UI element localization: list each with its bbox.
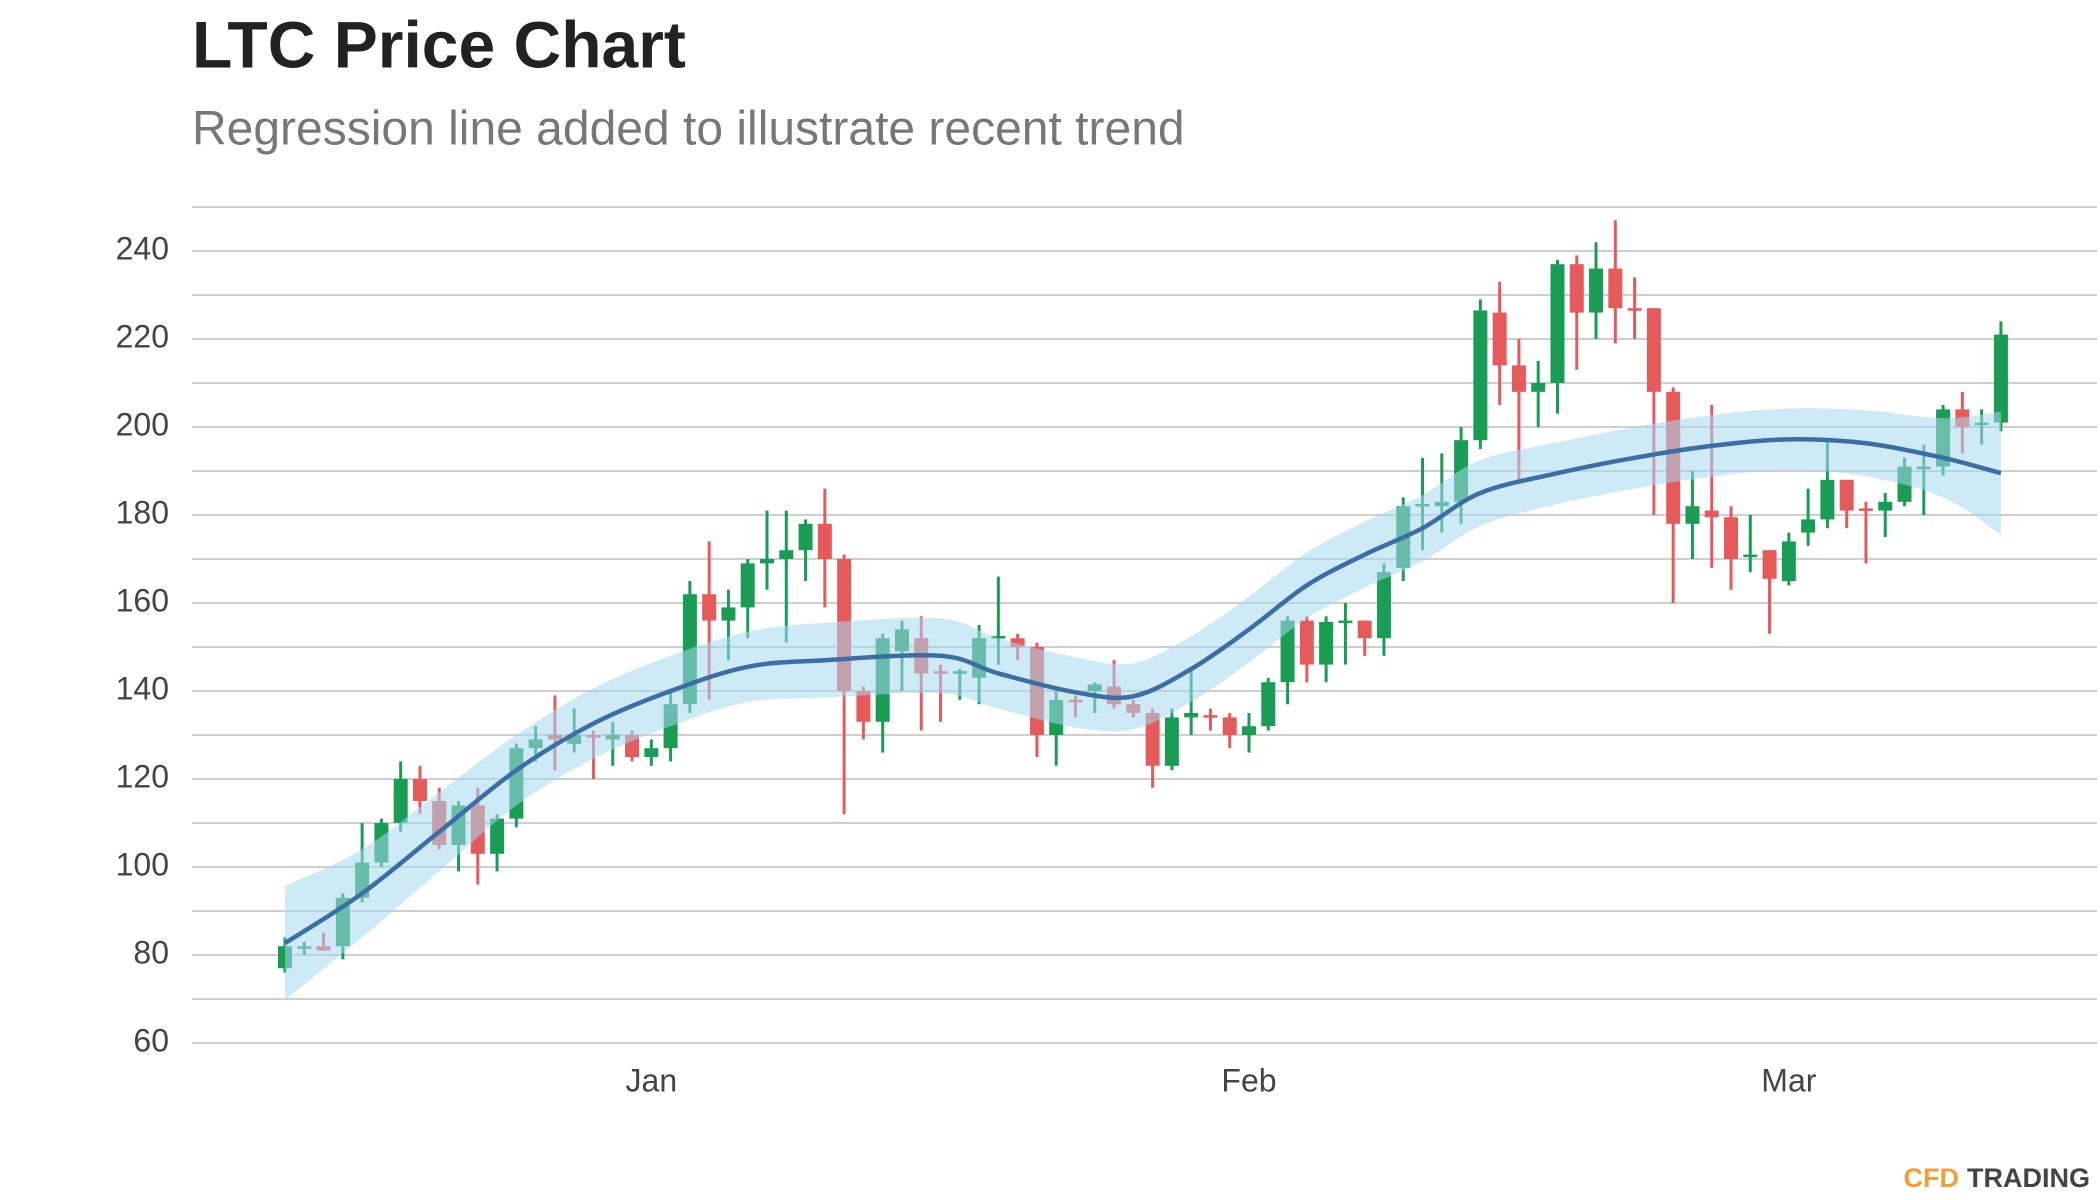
candle-body (1531, 383, 1546, 392)
chart-subtitle: Regression line added to illustrate rece… (192, 103, 1185, 156)
candle-body (1801, 519, 1816, 533)
brand: CFD TRADING (1904, 1163, 2091, 1193)
candle-body (1878, 501, 1893, 511)
candle-body (740, 563, 755, 608)
candle-body (1164, 717, 1179, 766)
brand-part: CFD (1904, 1163, 1960, 1193)
y-tick-label: 200 (116, 406, 169, 442)
candle-body (1145, 713, 1160, 766)
candle-body (1184, 713, 1199, 718)
candle-body (1280, 620, 1295, 683)
candle-body (1858, 508, 1873, 511)
y-tick-label: 60 (133, 1022, 169, 1058)
chart-title: LTC Price Chart (192, 7, 686, 81)
candle-body (490, 818, 505, 854)
candle-body (1646, 308, 1661, 392)
candle-body (1357, 620, 1372, 639)
regression-line (283, 436, 2002, 946)
y-tick-label: 80 (133, 934, 169, 970)
y-tick-label: 140 (116, 670, 169, 706)
candle-body (817, 523, 832, 559)
candle-body (1261, 682, 1276, 727)
candle-body (856, 691, 871, 722)
candle-body (1608, 268, 1623, 309)
candle-body (760, 559, 774, 564)
candle-body (721, 607, 736, 621)
confidence-band (285, 408, 2001, 1001)
y-tick-label: 160 (116, 582, 169, 618)
candle-body (1762, 550, 1777, 579)
candle-body (393, 779, 408, 823)
candle-body (1589, 268, 1604, 313)
y-tick-label: 120 (116, 758, 169, 794)
y-tick-label: 240 (116, 230, 169, 266)
candle-body (798, 523, 813, 551)
candle-body (702, 594, 717, 621)
candle-body (1993, 334, 2008, 423)
y-tick-label: 220 (116, 318, 169, 354)
candle-body (1627, 308, 1642, 311)
candle-body (1203, 715, 1218, 718)
candle-body (991, 636, 1006, 639)
candle-body (1222, 717, 1237, 735)
y-tick-label: 100 (116, 846, 169, 882)
candle-body (1299, 620, 1314, 665)
candle-body (1781, 541, 1796, 581)
x-tick-label: Jan (626, 1062, 678, 1098)
candle-body (1743, 554, 1758, 558)
candle-body (1704, 510, 1719, 518)
candle-body (1685, 506, 1700, 524)
candle-body (412, 779, 427, 801)
candle-body (1473, 310, 1488, 441)
candle-body (1511, 365, 1526, 392)
candle-body (1839, 479, 1854, 511)
candle-body (644, 748, 659, 757)
candle-body (779, 550, 794, 559)
candle-body (1319, 621, 1334, 665)
candle-body (1550, 264, 1565, 383)
x-tick-label: Mar (1761, 1062, 1816, 1098)
candle-body (1569, 264, 1584, 313)
brand-part: TRADING (1967, 1163, 2090, 1193)
candle-body (1338, 620, 1353, 624)
candle-body (1820, 479, 1835, 520)
candle-body (1010, 638, 1025, 647)
x-tick-label: Feb (1221, 1062, 1276, 1098)
candle-body (1376, 572, 1391, 639)
candle-body (1492, 312, 1507, 366)
y-tick-label: 180 (116, 494, 169, 530)
candle-body (1724, 517, 1738, 559)
candle-body (1242, 726, 1256, 735)
